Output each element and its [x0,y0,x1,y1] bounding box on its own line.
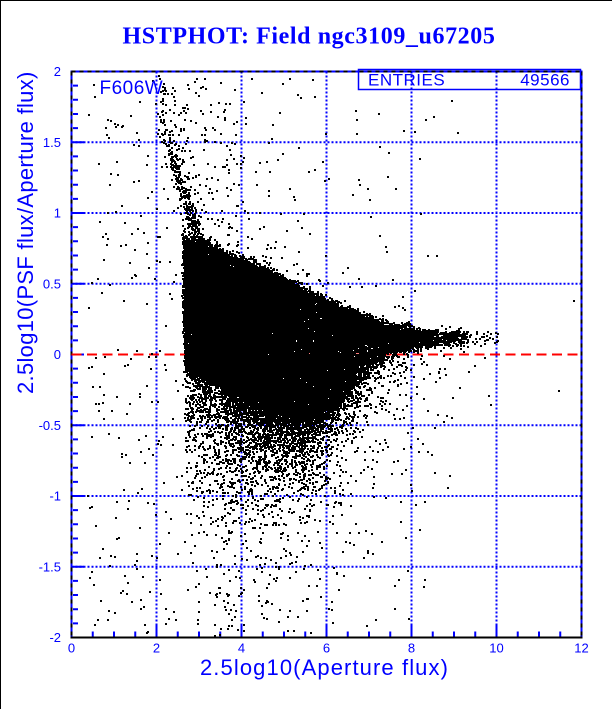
svg-text:-0.5: -0.5 [39,418,61,433]
svg-text:10: 10 [489,641,503,656]
svg-text:HSTPHOT: Field ngc3109_u67205: HSTPHOT: Field ngc3109_u67205 [123,24,496,50]
svg-text:2: 2 [153,641,160,656]
svg-text:2: 2 [54,64,61,79]
svg-text:ENTRIES: ENTRIES [368,71,445,90]
svg-text:49566: 49566 [520,71,570,90]
svg-text:1.5: 1.5 [43,135,61,150]
svg-text:F606W: F606W [100,78,164,99]
svg-text:-1.5: -1.5 [39,559,61,574]
svg-text:2.5log10(PSF flux/Aperture flu: 2.5log10(PSF flux/Aperture flux) [13,71,38,394]
svg-text:1: 1 [54,206,61,221]
svg-text:0.5: 0.5 [43,276,61,291]
svg-text:6: 6 [323,641,330,656]
svg-text:8: 8 [408,641,415,656]
svg-text:0: 0 [68,641,75,656]
svg-text:-1: -1 [49,489,61,504]
svg-text:2.5log10(Aperture flux): 2.5log10(Aperture flux) [200,655,449,680]
svg-text:4: 4 [238,641,245,656]
svg-text:0: 0 [54,347,61,362]
svg-text:12: 12 [574,641,588,656]
svg-text:-2: -2 [49,630,61,645]
